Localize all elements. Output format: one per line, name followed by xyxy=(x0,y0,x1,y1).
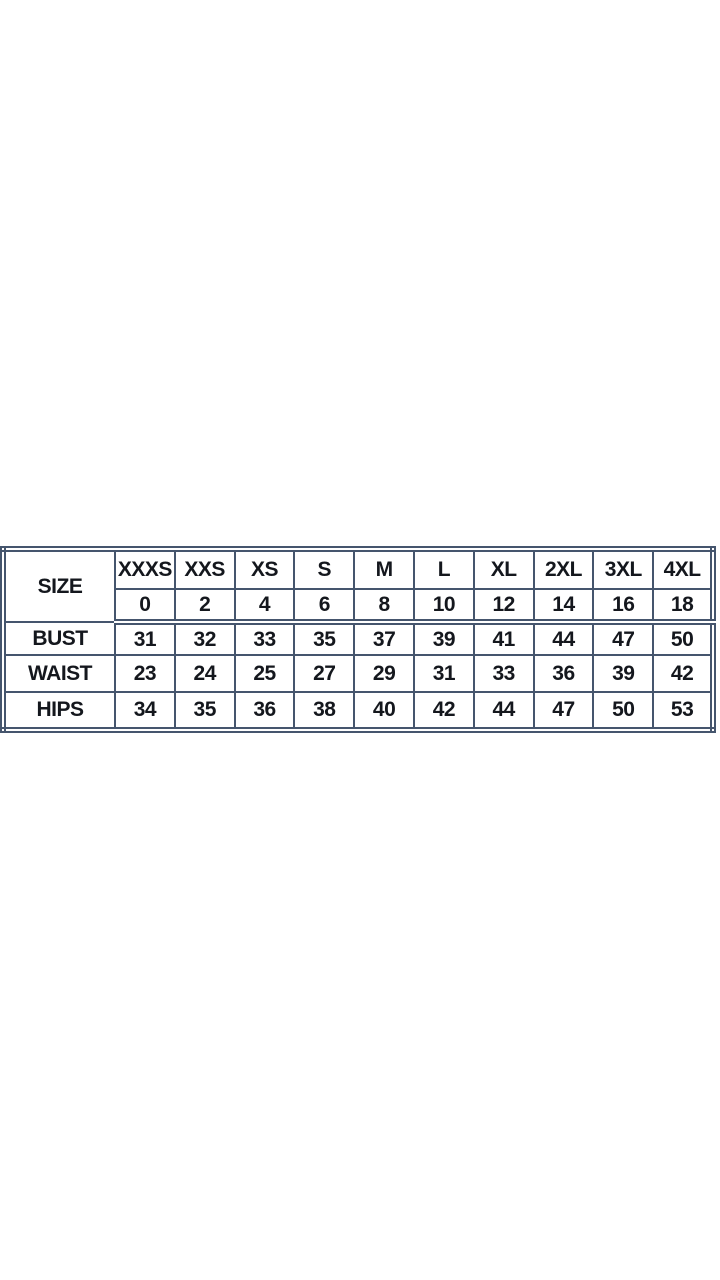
waist-cell: 36 xyxy=(532,654,595,693)
hips-cell: 44 xyxy=(472,691,535,731)
bust-cell: 32 xyxy=(173,621,236,656)
size-label-cell: XL xyxy=(472,548,535,590)
size-number-cell: 0 xyxy=(114,588,176,625)
bust-row-label: BUST xyxy=(2,621,116,656)
size-label-cell: XXXS xyxy=(114,548,176,590)
hips-cell: 38 xyxy=(293,691,356,731)
waist-cell: 27 xyxy=(293,654,356,693)
size-number-cell: 14 xyxy=(532,588,595,625)
hips-cell: 42 xyxy=(412,691,475,731)
size-label-cell: XXS xyxy=(173,548,236,590)
hips-cell: 53 xyxy=(652,691,714,731)
bust-cell: 44 xyxy=(532,621,595,656)
bust-row: BUST 31 32 33 35 37 39 41 44 47 50 xyxy=(2,621,714,656)
size-chart-table: SIZE XXXS XXS XS S M L XL 2XL 3XL 4XL 0 … xyxy=(0,546,716,733)
waist-cell: 29 xyxy=(353,654,415,693)
size-number-cell: 12 xyxy=(472,588,535,625)
size-number-cell: 6 xyxy=(293,588,356,625)
waist-cell: 42 xyxy=(652,654,714,693)
size-label-cell: 2XL xyxy=(532,548,595,590)
size-chart: SIZE XXXS XXS XS S M L XL 2XL 3XL 4XL 0 … xyxy=(0,546,716,733)
size-label-cell: 4XL xyxy=(652,548,714,590)
hips-row: HIPS 34 35 36 38 40 42 44 47 50 53 xyxy=(2,691,714,731)
size-label-cell: XS xyxy=(233,548,296,590)
bust-cell: 39 xyxy=(412,621,475,656)
bust-cell: 47 xyxy=(592,621,655,656)
size-number-cell: 4 xyxy=(233,588,296,625)
hips-row-label: HIPS xyxy=(2,691,116,731)
bust-cell: 33 xyxy=(233,621,296,656)
hips-cell: 36 xyxy=(233,691,296,731)
hips-cell: 50 xyxy=(592,691,655,731)
size-number-cell: 10 xyxy=(412,588,475,625)
size-number-cell: 16 xyxy=(592,588,655,625)
size-number-row: 0 2 4 6 8 10 12 14 16 18 xyxy=(3,588,714,625)
waist-cell: 39 xyxy=(592,654,655,693)
hips-cell: 34 xyxy=(114,691,176,731)
bust-cell: 35 xyxy=(293,621,356,656)
size-number-cell: 8 xyxy=(353,588,415,625)
size-number-cell: 18 xyxy=(652,588,714,625)
hips-cell: 35 xyxy=(173,691,236,731)
size-label-cell: 3XL xyxy=(592,548,655,590)
size-number-cell: 2 xyxy=(173,588,236,625)
size-label-row: SIZE XXXS XXS XS S M L XL 2XL 3XL 4XL xyxy=(2,548,714,623)
waist-row: WAIST 23 24 25 27 29 31 33 36 39 42 xyxy=(2,654,714,693)
hips-cell: 40 xyxy=(353,691,415,731)
waist-cell: 24 xyxy=(173,654,236,693)
size-label-cell: M xyxy=(353,548,415,590)
size-label-cell: L xyxy=(412,548,475,590)
bust-cell: 41 xyxy=(472,621,535,656)
bust-cell: 50 xyxy=(652,621,714,656)
bust-cell: 37 xyxy=(353,621,415,656)
waist-cell: 25 xyxy=(233,654,296,693)
hips-cell: 47 xyxy=(532,691,595,731)
waist-cell: 33 xyxy=(472,654,535,693)
waist-row-label: WAIST xyxy=(2,654,116,693)
waist-cell: 31 xyxy=(412,654,475,693)
waist-cell: 23 xyxy=(114,654,176,693)
size-corner-label: SIZE xyxy=(2,548,116,623)
size-label-cell: S xyxy=(293,548,356,590)
bust-cell: 31 xyxy=(114,621,176,656)
